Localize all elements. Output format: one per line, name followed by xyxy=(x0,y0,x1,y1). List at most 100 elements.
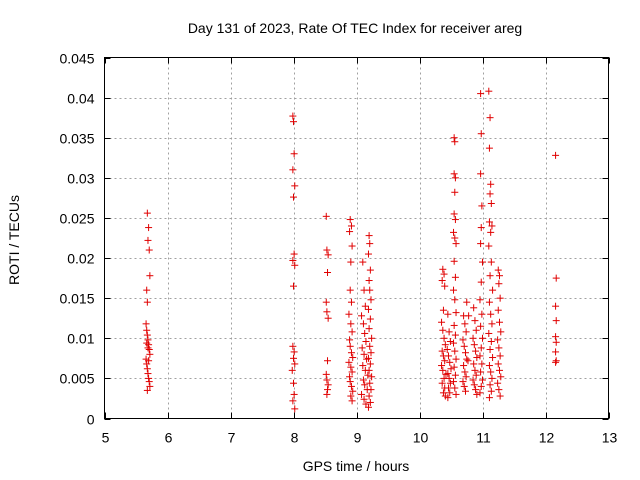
data-point xyxy=(476,296,484,304)
data-point xyxy=(459,378,467,386)
data-point xyxy=(323,390,331,398)
data-point xyxy=(469,376,477,384)
data-point xyxy=(552,333,560,341)
x-tick-label: 6 xyxy=(165,430,173,446)
data-point xyxy=(347,298,355,306)
data-point xyxy=(477,240,485,248)
data-point xyxy=(359,362,367,370)
data-point xyxy=(290,282,297,290)
data-point xyxy=(346,286,354,294)
data-point xyxy=(450,378,458,386)
data-point xyxy=(444,310,452,318)
data-point xyxy=(485,329,493,337)
data-point xyxy=(346,378,354,386)
data-point xyxy=(289,342,297,350)
data-point xyxy=(439,389,447,397)
data-point xyxy=(347,320,355,328)
data-point xyxy=(143,286,151,294)
data-point xyxy=(360,395,368,403)
data-point xyxy=(451,174,459,182)
data-point xyxy=(461,349,469,357)
data-point xyxy=(476,352,484,360)
data-point xyxy=(441,282,449,290)
data-point xyxy=(487,200,495,208)
data-point xyxy=(472,326,480,334)
data-point xyxy=(438,362,446,370)
data-point xyxy=(487,368,495,376)
data-point xyxy=(470,341,478,349)
data-point xyxy=(460,362,468,370)
data-point xyxy=(452,355,460,363)
data-point xyxy=(485,362,493,370)
data-point xyxy=(471,317,479,325)
data-point xyxy=(450,339,458,347)
data-point xyxy=(144,236,152,244)
data-point xyxy=(451,371,459,379)
data-point xyxy=(359,258,367,266)
data-point xyxy=(450,170,458,178)
data-point xyxy=(444,394,452,402)
data-point xyxy=(478,310,486,318)
data-point xyxy=(485,87,493,95)
data-point xyxy=(461,387,469,395)
data-point xyxy=(477,368,485,376)
data-point xyxy=(487,228,495,236)
data-point xyxy=(346,216,354,224)
data-point xyxy=(346,228,354,236)
data-point xyxy=(446,379,454,387)
data-point xyxy=(552,348,560,356)
data-point xyxy=(470,360,478,368)
data-point xyxy=(288,366,296,374)
x-tick-label: 10 xyxy=(413,430,429,446)
data-point xyxy=(495,386,503,394)
data-point xyxy=(473,390,481,398)
data-point xyxy=(289,112,297,120)
data-point xyxy=(324,314,332,322)
data-point xyxy=(324,268,332,276)
data-point xyxy=(451,273,459,281)
data-point xyxy=(358,344,366,352)
data-point xyxy=(451,384,459,392)
data-point xyxy=(439,326,447,334)
data-point xyxy=(486,381,494,389)
data-point xyxy=(444,352,452,360)
data-point xyxy=(365,392,373,400)
data-point xyxy=(495,344,503,352)
data-point xyxy=(495,280,503,288)
data-point xyxy=(438,347,446,355)
data-point xyxy=(347,222,355,230)
data-point xyxy=(472,386,480,394)
data-point xyxy=(476,389,484,397)
data-point xyxy=(465,312,473,320)
tick-layer: 5 6 7 8 9 10 11 12 13 0 0.005 0.01 0.015 0.02 0.025 0.0… xyxy=(59,51,617,446)
x-tick-label: 7 xyxy=(228,430,236,446)
data-point xyxy=(451,296,459,304)
points-layer xyxy=(142,87,560,413)
data-point xyxy=(451,331,459,339)
data-point xyxy=(479,334,486,342)
data-point xyxy=(358,390,366,398)
data-point xyxy=(462,328,470,336)
data-point xyxy=(146,272,154,280)
data-point xyxy=(446,337,454,345)
data-point xyxy=(346,373,354,381)
data-point xyxy=(486,272,494,280)
data-point xyxy=(366,286,374,294)
data-point xyxy=(451,188,459,196)
y-tick-label: 0.045 xyxy=(59,51,94,67)
data-point xyxy=(494,266,502,274)
data-point xyxy=(142,320,150,328)
data-point xyxy=(364,305,372,313)
data-point xyxy=(324,381,332,389)
data-point xyxy=(360,350,368,358)
data-point xyxy=(145,374,153,382)
data-point xyxy=(552,317,560,325)
data-point xyxy=(487,258,495,266)
data-point xyxy=(290,379,297,387)
data-point xyxy=(445,328,453,336)
data-point xyxy=(439,265,447,273)
data-point xyxy=(145,378,153,386)
data-point xyxy=(450,363,458,371)
data-point xyxy=(144,344,152,352)
